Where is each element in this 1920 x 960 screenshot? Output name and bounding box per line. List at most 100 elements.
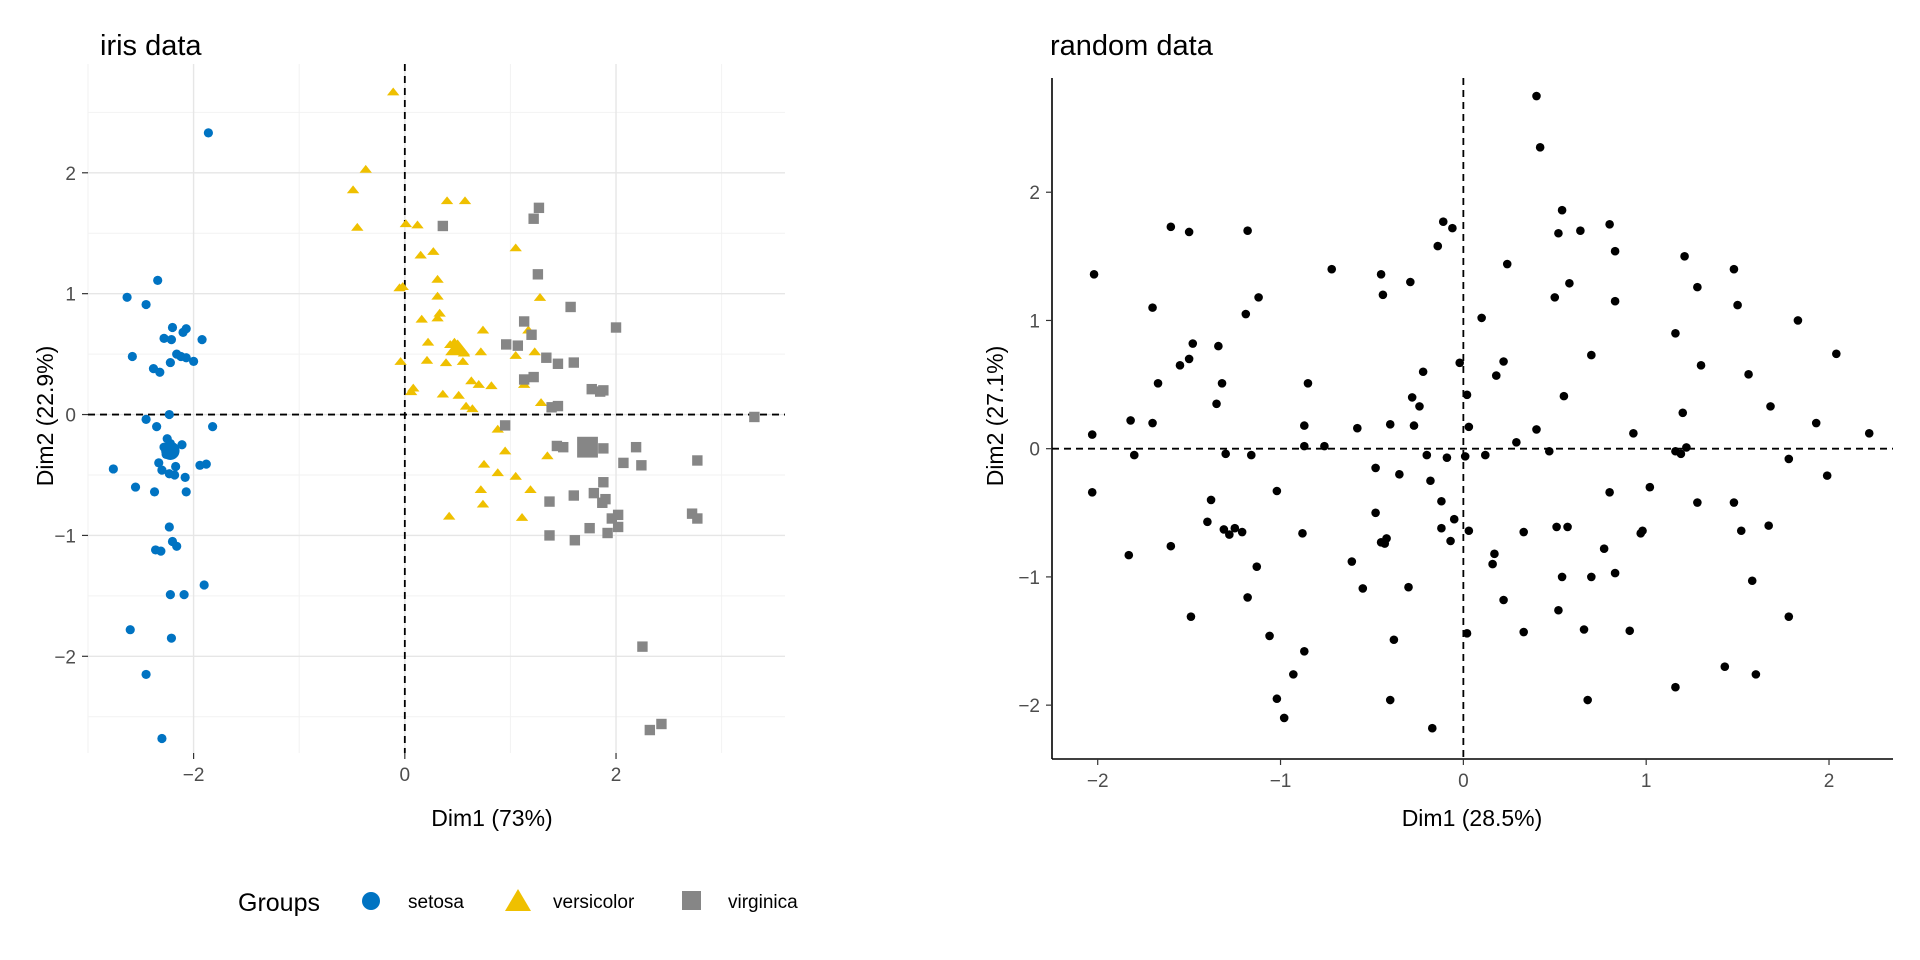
setosa-point	[177, 440, 187, 450]
versicolor-point	[420, 355, 434, 364]
iris-y-tick-label: 1	[65, 285, 76, 306]
random-point	[1764, 521, 1773, 530]
random-point	[1433, 241, 1443, 251]
random-point	[1371, 463, 1380, 473]
random-point	[1811, 418, 1821, 428]
versicolor-point	[431, 274, 444, 283]
virginica-point	[692, 455, 703, 466]
random-point	[1385, 420, 1395, 429]
setosa-point	[152, 422, 162, 432]
setosa-point	[201, 459, 211, 469]
virginica-point	[541, 352, 552, 363]
random-point	[1438, 217, 1448, 227]
versicolor-point	[477, 459, 491, 468]
setosa-point	[156, 546, 166, 556]
virginica-point	[512, 340, 524, 351]
random-y-tick-label: 2	[1029, 183, 1040, 204]
random-point	[1446, 536, 1455, 546]
random-point	[1625, 626, 1635, 636]
random-point	[1289, 670, 1298, 679]
random-point	[1747, 576, 1757, 586]
random-x-axis-label: Dim1 (28.5%)	[1402, 805, 1543, 831]
setosa-point	[157, 465, 167, 475]
virginica-point	[612, 521, 624, 533]
setosa-point	[149, 487, 160, 497]
random-point	[1550, 293, 1560, 302]
setosa-point	[108, 464, 118, 474]
random-point	[1499, 595, 1508, 605]
random-point	[1736, 526, 1746, 536]
virginica-point	[568, 357, 579, 368]
versicolor-point	[393, 283, 406, 292]
random-panel: random data −2 −1 0 1 2 −2 −1 0 1 2 Dim1 (28.5%)…	[982, 30, 1893, 831]
virginica-point	[518, 374, 530, 385]
random-point	[1784, 612, 1794, 621]
random-point	[1320, 441, 1329, 451]
iris-x-tick-label: −2	[183, 765, 205, 786]
random-point	[1303, 378, 1313, 388]
virginica-group-mean-point	[577, 436, 598, 458]
random-point	[1519, 627, 1528, 637]
random-point	[1385, 695, 1395, 705]
random-point	[1751, 670, 1761, 679]
setosa-point	[164, 409, 174, 420]
random-point	[1554, 605, 1563, 615]
random-point	[1406, 277, 1415, 287]
legend-setosa-label: setosa	[408, 892, 464, 913]
setosa-point	[153, 275, 163, 285]
random-point	[1265, 631, 1274, 641]
virginica-point	[618, 457, 629, 469]
virginica-point	[656, 718, 667, 730]
virginica-point	[637, 641, 648, 652]
random-point	[1512, 437, 1521, 447]
versicolor-point	[459, 401, 473, 410]
random-point	[1241, 309, 1251, 319]
random-point	[1519, 527, 1528, 537]
virginica-point	[501, 339, 512, 350]
versicolor-point	[452, 390, 465, 399]
virginica-point	[565, 301, 576, 313]
random-x-tick-labels: −2 −1 0 1 2	[1087, 759, 1834, 792]
random-point	[1422, 450, 1432, 460]
random-y-tick-label: −2	[1018, 696, 1040, 717]
virginica-point	[598, 385, 609, 396]
random-point	[1477, 313, 1486, 323]
versicolor-point	[440, 196, 454, 205]
random-point	[1583, 695, 1592, 705]
random-point	[1407, 393, 1417, 402]
virginica-point	[544, 530, 555, 541]
random-point	[1166, 541, 1176, 551]
random-point	[1449, 514, 1459, 524]
random-point	[1378, 290, 1388, 300]
setosa-point	[130, 482, 141, 492]
iris-y-tick-label: 0	[65, 406, 76, 427]
random-point	[1300, 421, 1309, 430]
random-point	[1599, 544, 1609, 554]
iris-y-tick-labels: −2 −1 0 1 2	[54, 164, 88, 668]
iris-gridlines	[87, 64, 785, 753]
random-point	[1480, 450, 1490, 460]
versicolor-point	[427, 247, 440, 255]
setosa-point	[164, 469, 174, 479]
virginica-point	[644, 724, 656, 736]
virginica-point	[686, 508, 698, 519]
random-point	[1184, 354, 1194, 364]
versicolor-point	[411, 220, 424, 229]
iris-x-axis-label: Dim1 (73%)	[431, 805, 552, 831]
random-point	[1395, 470, 1404, 479]
random-point	[1579, 625, 1589, 634]
setosa-point	[122, 292, 132, 302]
iris-reference-lines	[88, 64, 785, 753]
random-point	[1693, 282, 1702, 292]
random-point	[1437, 496, 1446, 506]
virginica-point	[598, 477, 609, 488]
random-point	[1733, 300, 1742, 310]
versicolor-point	[431, 313, 444, 322]
random-point	[1532, 91, 1541, 101]
random-point	[1864, 428, 1874, 438]
random-point	[1682, 443, 1691, 452]
random-point	[1217, 378, 1227, 388]
virginica-point	[533, 202, 545, 214]
random-point	[1203, 517, 1212, 527]
random-y-tick-labels: −2 −1 0 1 2	[1018, 183, 1052, 717]
